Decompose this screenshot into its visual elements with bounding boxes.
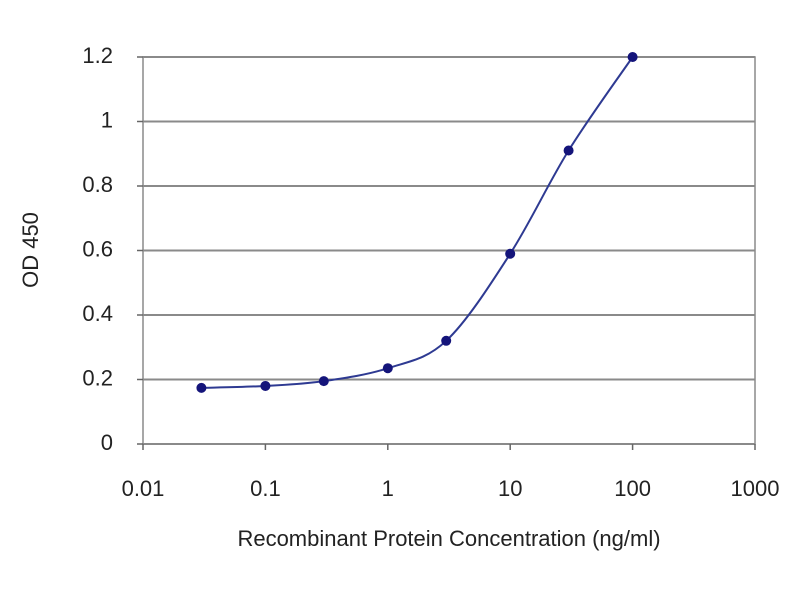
data-point xyxy=(627,52,638,62)
data-point xyxy=(441,335,452,346)
y-tick-label: 1.2 xyxy=(82,43,113,68)
y-tick-label: 0 xyxy=(101,430,113,455)
x-tick-label: 0.1 xyxy=(250,476,281,501)
x-tick-label: 1 xyxy=(382,476,394,501)
x-tick-label: 100 xyxy=(614,476,651,501)
data-point xyxy=(318,376,329,387)
x-axis-label: Recombinant Protein Concentration (ng/ml… xyxy=(237,526,660,551)
x-tick-label: 10 xyxy=(498,476,522,501)
y-tick-label: 0.8 xyxy=(82,172,113,197)
y-axis-label: OD 450 xyxy=(18,212,43,288)
y-tick-label: 0.2 xyxy=(82,365,113,390)
y-tick-label: 0.4 xyxy=(82,301,113,326)
data-point xyxy=(505,248,516,259)
data-point xyxy=(196,382,207,393)
x-tick-label: 1000 xyxy=(731,476,780,501)
data-point xyxy=(563,145,574,156)
data-point xyxy=(382,363,393,374)
x-tick-label: 0.01 xyxy=(122,476,165,501)
fit-line xyxy=(201,56,634,389)
y-tick-label: 1 xyxy=(101,107,113,132)
data-point xyxy=(260,380,271,391)
y-tick-label: 0.6 xyxy=(82,236,113,261)
